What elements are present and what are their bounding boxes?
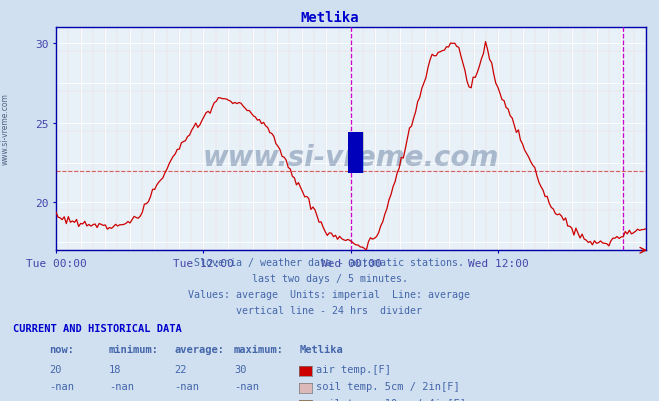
Text: air temp.[F]: air temp.[F] bbox=[316, 365, 391, 375]
Text: now:: now: bbox=[49, 344, 74, 354]
Text: Metlika: Metlika bbox=[300, 344, 343, 354]
Text: www.si-vreme.com: www.si-vreme.com bbox=[203, 143, 499, 171]
Polygon shape bbox=[348, 133, 362, 153]
Text: 18: 18 bbox=[109, 365, 121, 375]
Text: -nan: -nan bbox=[109, 381, 134, 391]
Polygon shape bbox=[348, 133, 362, 173]
Polygon shape bbox=[348, 153, 362, 173]
Text: last two days / 5 minutes.: last two days / 5 minutes. bbox=[252, 273, 407, 284]
Text: -nan: -nan bbox=[109, 398, 134, 401]
Text: -nan: -nan bbox=[175, 398, 200, 401]
Text: 20: 20 bbox=[49, 365, 62, 375]
Text: vertical line - 24 hrs  divider: vertical line - 24 hrs divider bbox=[237, 306, 422, 316]
Text: average:: average: bbox=[175, 344, 225, 354]
Text: Metlika: Metlika bbox=[301, 11, 358, 25]
Polygon shape bbox=[351, 133, 362, 173]
Text: -nan: -nan bbox=[234, 398, 259, 401]
Text: minimum:: minimum: bbox=[109, 344, 159, 354]
Text: -nan: -nan bbox=[175, 381, 200, 391]
Text: 30: 30 bbox=[234, 365, 246, 375]
Text: -nan: -nan bbox=[49, 398, 74, 401]
Text: soil temp. 10cm / 4in[F]: soil temp. 10cm / 4in[F] bbox=[316, 398, 467, 401]
Text: soil temp. 5cm / 2in[F]: soil temp. 5cm / 2in[F] bbox=[316, 381, 460, 391]
Text: CURRENT AND HISTORICAL DATA: CURRENT AND HISTORICAL DATA bbox=[13, 323, 182, 333]
Text: -nan: -nan bbox=[49, 381, 74, 391]
Text: maximum:: maximum: bbox=[234, 344, 284, 354]
Text: www.si-vreme.com: www.si-vreme.com bbox=[1, 93, 10, 164]
Text: 22: 22 bbox=[175, 365, 187, 375]
Text: Values: average  Units: imperial  Line: average: Values: average Units: imperial Line: av… bbox=[188, 290, 471, 300]
Text: Slovenia / weather data - automatic stations.: Slovenia / weather data - automatic stat… bbox=[194, 257, 465, 267]
Text: -nan: -nan bbox=[234, 381, 259, 391]
